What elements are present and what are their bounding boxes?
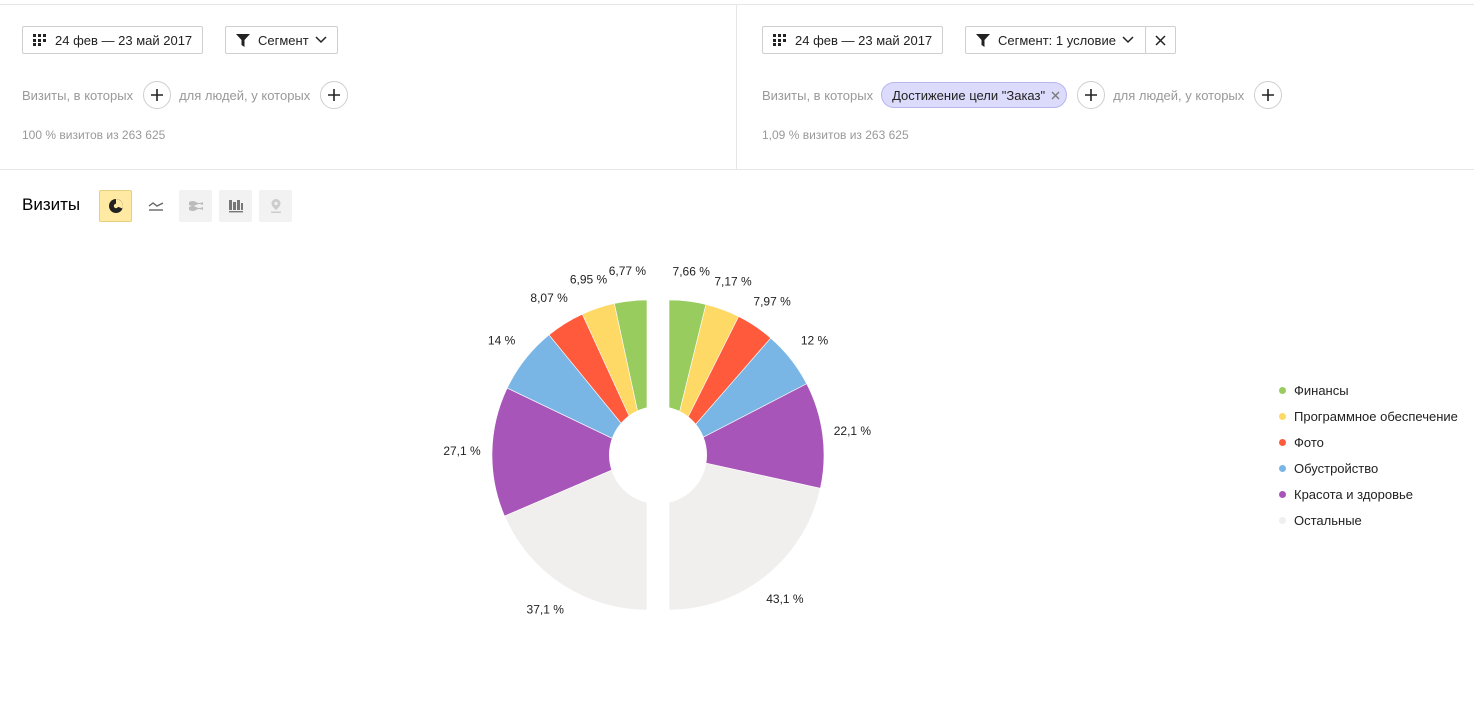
plus-icon: [1262, 89, 1275, 101]
right-add-people-condition-button[interactable]: [1254, 81, 1283, 109]
right-segment-label: Сегмент: 1 условие: [998, 32, 1116, 48]
legend-item[interactable]: Обустройство: [1279, 458, 1378, 478]
segment-panels: 24 фев — 23 май 2017 Сегмент Визиты, в к…: [0, 4, 1474, 170]
pie-label-left-6: 37,1 %: [527, 603, 565, 617]
pie-slice-right-6[interactable]: [668, 454, 821, 611]
calendar-icon: [773, 34, 786, 46]
left-segment-label: Сегмент: [258, 32, 309, 48]
left-people-text: для людей, у которых: [179, 87, 311, 103]
legend-item[interactable]: Финансы: [1279, 380, 1349, 400]
legend-swatch: [1279, 490, 1286, 498]
filter-icon: [976, 33, 990, 47]
pie-label-right-5: 22,1 %: [834, 424, 872, 438]
area-chart-icon: [188, 201, 203, 211]
plus-icon: [328, 89, 341, 101]
pie-label-right-4: 12 %: [801, 334, 829, 348]
right-date-button[interactable]: 24 фев — 23 май 2017: [762, 26, 944, 54]
legend-label: Финансы: [1294, 382, 1349, 398]
legend-swatch: [1279, 464, 1286, 472]
goal-condition-chip[interactable]: Достижение цели "Заказ": [881, 82, 1068, 108]
chevron-down-icon: [1122, 36, 1134, 44]
legend-label: Программное обеспечение: [1294, 408, 1458, 424]
legend-swatch: [1279, 412, 1286, 420]
legend-label: Остальные: [1294, 512, 1362, 528]
right-share-text: 1,09 % визитов из 263 625: [762, 128, 909, 142]
chevron-down-icon: [315, 36, 327, 44]
section-title: Визиты: [22, 195, 81, 214]
donut-hole: [609, 406, 707, 504]
left-add-visit-condition-button[interactable]: [143, 81, 172, 109]
filter-icon: [236, 33, 250, 47]
map-icon: [270, 199, 281, 213]
pie-chart-view-button[interactable]: [99, 190, 132, 222]
calendar-icon: [33, 34, 46, 46]
pie-label-left-3: 8,07 %: [530, 291, 568, 305]
left-share-text: 100 % визитов из 263 625: [22, 128, 166, 142]
legend-swatch: [1279, 516, 1286, 524]
right-add-visit-condition-button[interactable]: [1077, 81, 1106, 109]
pie-chart-icon: [108, 199, 123, 213]
pie-slice-right-5[interactable]: [668, 383, 825, 489]
pie-label-right-2: 7,17 %: [714, 274, 752, 288]
legend-label: Фото: [1294, 434, 1324, 450]
left-condition-row: Визиты, в которых для людей, у которых: [22, 81, 356, 109]
pie-label-left-1: 6,77 %: [609, 264, 647, 278]
pie-label-left-5: 27,1 %: [443, 444, 481, 458]
legend-item[interactable]: Остальные: [1279, 510, 1362, 530]
pie-label-right-1: 7,66 %: [673, 264, 711, 278]
plus-icon: [151, 89, 164, 101]
left-segment-panel: 24 фев — 23 май 2017 Сегмент Визиты, в к…: [0, 5, 737, 170]
pie-label-right-3: 7,97 %: [753, 294, 791, 308]
right-segment-panel: 24 фев — 23 май 2017 Сегмент: 1 условие …: [738, 5, 1474, 170]
pie-label-left-4: 14 %: [488, 334, 516, 348]
line-chart-view-button[interactable]: [139, 190, 172, 222]
pie-slice-left-5[interactable]: [491, 387, 648, 517]
right-condition-row: Визиты, в которых Достижение цели "Заказ…: [762, 81, 1290, 109]
left-date-button[interactable]: 24 фев — 23 май 2017: [22, 26, 204, 54]
line-chart-icon: [148, 202, 163, 211]
legend-item[interactable]: Красота и здоровье: [1279, 484, 1413, 504]
right-segment-clear-button[interactable]: [1145, 26, 1176, 54]
left-segment-button[interactable]: Сегмент: [225, 26, 338, 54]
pie-label-left-2: 6,95 %: [570, 273, 608, 287]
pie-slice-left-6[interactable]: [504, 454, 648, 611]
goal-condition-label: Достижение цели "Заказ": [892, 87, 1046, 103]
right-segment-button[interactable]: Сегмент: 1 условие: [965, 26, 1147, 54]
legend-swatch: [1279, 386, 1286, 394]
chip-remove-icon[interactable]: [1051, 91, 1060, 100]
close-icon: [1155, 34, 1166, 46]
pie-label-right-6: 43,1 %: [766, 592, 804, 606]
legend-label: Красота и здоровье: [1294, 486, 1414, 502]
left-date-label: 24 фев — 23 май 2017: [55, 32, 193, 48]
right-people-text: для людей, у которых: [1113, 87, 1245, 103]
bar-chart-view-button[interactable]: [219, 190, 252, 222]
map-view-button[interactable]: [259, 190, 292, 222]
area-chart-view-button[interactable]: [179, 190, 212, 222]
right-date-label: 24 фев — 23 май 2017: [795, 32, 933, 48]
legend-swatch: [1279, 438, 1286, 446]
legend-item[interactable]: Фото: [1279, 432, 1324, 452]
legend-item[interactable]: Программное обеспечение: [1279, 406, 1458, 426]
bar-chart-icon: [228, 200, 243, 213]
plus-icon: [1085, 89, 1098, 101]
left-add-people-condition-button[interactable]: [320, 81, 349, 109]
left-visits-text: Визиты, в которых: [22, 87, 134, 103]
legend-label: Обустройство: [1294, 460, 1379, 476]
right-visits-text: Визиты, в которых: [762, 87, 874, 103]
